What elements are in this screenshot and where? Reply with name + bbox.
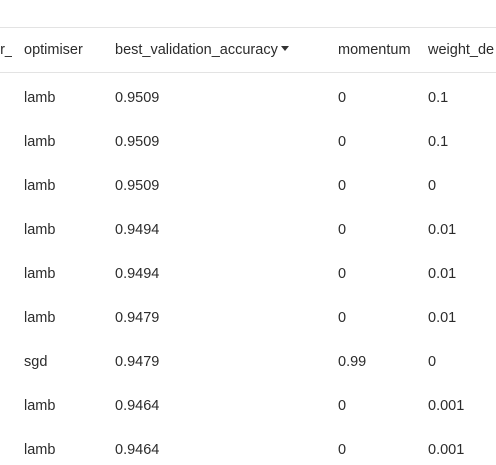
column-header-optimiser[interactable]: optimiser [24, 42, 83, 58]
table-row[interactable]: lamb 0.9509 0 0.1 [0, 117, 496, 161]
table-row[interactable]: lamb 0.9464 0 0.001 [0, 381, 496, 425]
table-row[interactable]: lamb 0.9479 0 0.01 [0, 293, 496, 337]
cell-momentum: 0 [338, 90, 347, 106]
cell-optimiser: lamb [24, 134, 56, 150]
cell-momentum: 0 [338, 222, 347, 238]
cell-weight-decay: 0.01 [428, 266, 457, 282]
cell-momentum: 0 [338, 398, 347, 414]
runs-table: er_ optimiser best_validation_accuracy m… [0, 27, 496, 465]
cell-optimiser: lamb [24, 178, 56, 194]
table-row[interactable]: sgd 0.9479 0.99 0 [0, 337, 496, 381]
table-header-row: er_ optimiser best_validation_accuracy m… [0, 27, 496, 73]
cell-weight-decay: 0.01 [428, 310, 457, 326]
table-row[interactable]: lamb 0.9494 0 0.01 [0, 205, 496, 249]
cell-weight-decay: 0 [428, 178, 437, 194]
cell-best-validation-accuracy: 0.9509 [115, 90, 160, 106]
cell-weight-decay: 0.1 [428, 134, 449, 150]
table-body: lamb 0.9509 0 0.1 lamb 0.9509 0 0.1 lamb 0.9509 0 0… [0, 73, 496, 465]
cell-best-validation-accuracy: 0.9464 [115, 442, 160, 458]
cell-momentum: 0 [338, 310, 347, 326]
cell-optimiser: lamb [24, 90, 56, 106]
cell-optimiser: lamb [24, 222, 56, 238]
column-header-label: best_validation_accuracy [115, 42, 278, 58]
cell-best-validation-accuracy: 0.9509 [115, 134, 160, 150]
cell-weight-decay: 0.01 [428, 222, 457, 238]
cell-optimiser: lamb [24, 442, 56, 458]
table-row[interactable]: lamb 0.9509 0 0 [0, 161, 496, 205]
cell-optimiser: lamb [24, 266, 56, 282]
cell-weight-decay: 0.001 [428, 442, 465, 458]
cell-weight-decay: 0 [428, 354, 437, 370]
column-header-weight-decay[interactable]: weight_de [428, 42, 495, 58]
cell-optimiser: lamb [24, 398, 56, 414]
sort-descending-caret-icon[interactable] [280, 45, 289, 51]
cell-momentum: 0 [338, 442, 347, 458]
cell-best-validation-accuracy: 0.9509 [115, 178, 160, 194]
cell-best-validation-accuracy: 0.9479 [115, 310, 160, 326]
cell-weight-decay: 0.1 [428, 90, 449, 106]
cell-best-validation-accuracy: 0.9479 [115, 354, 160, 370]
column-header-momentum[interactable]: momentum [338, 42, 411, 58]
cell-best-validation-accuracy: 0.9464 [115, 398, 160, 414]
cell-momentum: 0 [338, 266, 347, 282]
cell-weight-decay: 0.001 [428, 398, 465, 414]
cell-optimiser: lamb [24, 310, 56, 326]
cell-best-validation-accuracy: 0.9494 [115, 266, 160, 282]
cell-momentum: 0 [338, 178, 347, 194]
cell-optimiser: sgd [24, 354, 48, 370]
cell-momentum: 0.99 [338, 354, 367, 370]
cell-best-validation-accuracy: 0.9494 [115, 222, 160, 238]
table-row[interactable]: lamb 0.9494 0 0.01 [0, 249, 496, 293]
table-row[interactable]: lamb 0.9509 0 0.1 [0, 73, 496, 117]
column-header-best-validation-accuracy[interactable]: best_validation_accuracy [115, 28, 330, 72]
cell-momentum: 0 [338, 134, 347, 150]
column-header-truncated[interactable]: er_ [0, 42, 12, 58]
table-row[interactable]: lamb 0.9464 0 0.001 [0, 425, 496, 465]
